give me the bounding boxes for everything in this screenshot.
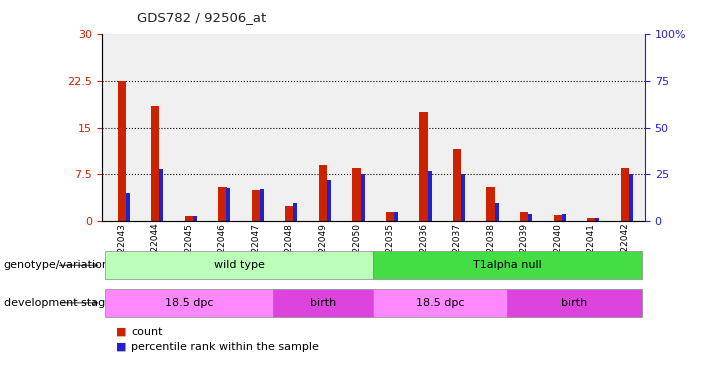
- Text: development stage: development stage: [4, 298, 111, 308]
- Text: GDS782 / 92506_at: GDS782 / 92506_at: [137, 11, 266, 24]
- Bar: [629, 174, 633, 221]
- Bar: [252, 190, 260, 221]
- Text: T1alpha null: T1alpha null: [473, 260, 542, 270]
- Bar: [386, 212, 394, 221]
- Bar: [595, 217, 599, 221]
- Bar: [260, 189, 264, 221]
- Bar: [226, 188, 231, 221]
- Bar: [319, 165, 327, 221]
- Bar: [159, 169, 163, 221]
- Bar: [294, 202, 297, 221]
- Bar: [394, 212, 398, 221]
- Text: wild type: wild type: [214, 260, 264, 270]
- Bar: [461, 174, 465, 221]
- Text: ■: ■: [116, 327, 130, 337]
- Text: birth: birth: [562, 298, 587, 308]
- Bar: [587, 217, 595, 221]
- Bar: [486, 187, 495, 221]
- Bar: [360, 174, 365, 221]
- Text: percentile rank within the sample: percentile rank within the sample: [131, 342, 319, 352]
- Bar: [428, 171, 432, 221]
- Bar: [327, 180, 331, 221]
- Bar: [620, 168, 629, 221]
- Text: genotype/variation: genotype/variation: [4, 260, 109, 270]
- Text: 18.5 dpc: 18.5 dpc: [165, 298, 213, 308]
- Bar: [125, 193, 130, 221]
- Bar: [453, 149, 461, 221]
- Bar: [419, 112, 428, 221]
- Bar: [218, 187, 226, 221]
- Bar: [151, 106, 160, 221]
- Bar: [118, 81, 126, 221]
- Text: count: count: [131, 327, 163, 337]
- Bar: [193, 216, 197, 221]
- Bar: [184, 216, 193, 221]
- Bar: [529, 214, 532, 221]
- Bar: [554, 215, 562, 221]
- Text: 18.5 dpc: 18.5 dpc: [416, 298, 465, 308]
- Bar: [353, 168, 361, 221]
- Bar: [495, 202, 498, 221]
- Text: ■: ■: [116, 342, 130, 352]
- Bar: [285, 206, 294, 221]
- Bar: [520, 212, 529, 221]
- Text: birth: birth: [310, 298, 336, 308]
- Bar: [562, 214, 566, 221]
